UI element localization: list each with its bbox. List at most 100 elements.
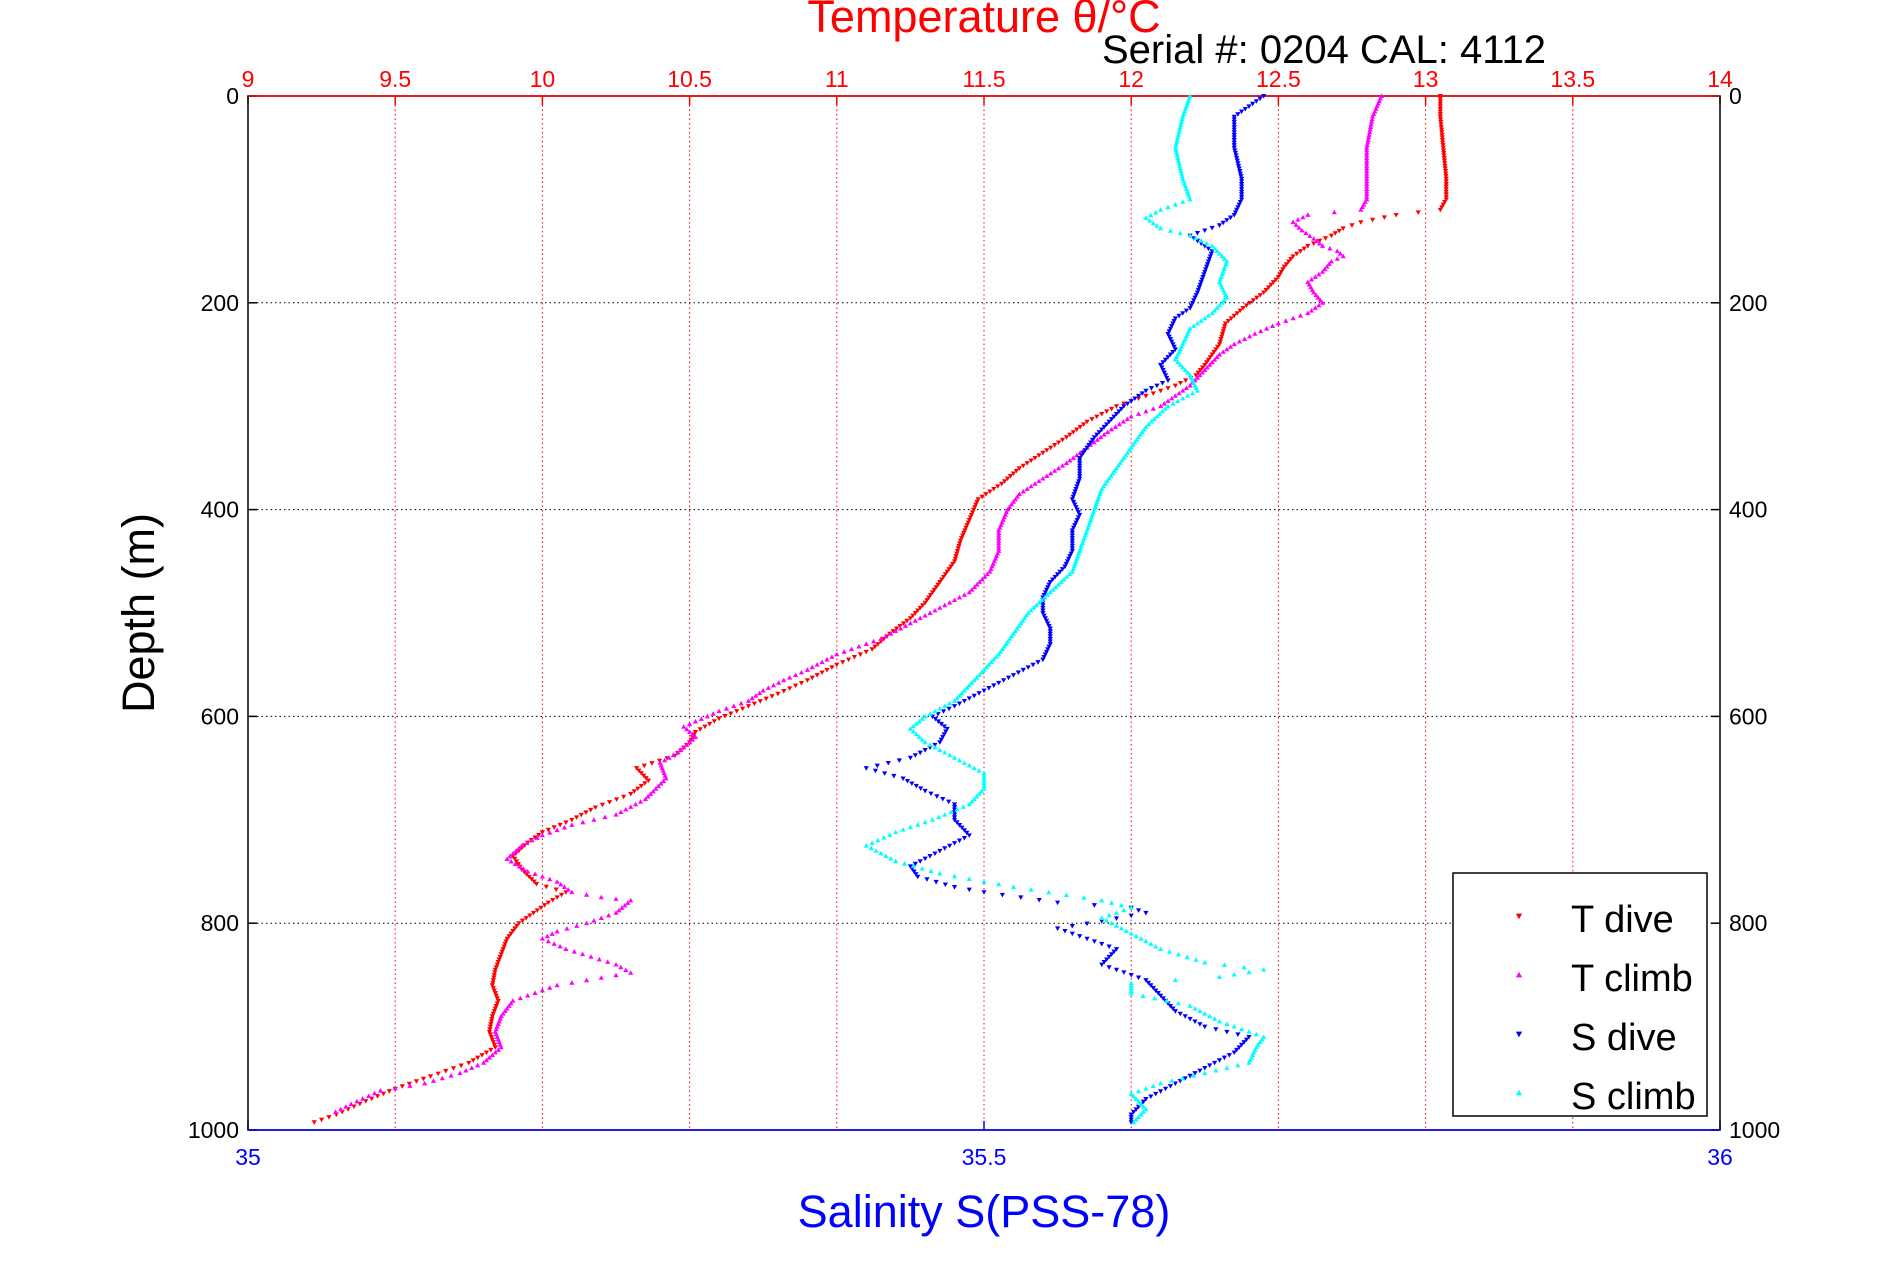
- data-point: [1393, 212, 1399, 218]
- data-point: [957, 538, 964, 544]
- data-point: [1317, 297, 1323, 303]
- data-point: [1365, 137, 1371, 142]
- data-point: [798, 669, 805, 675]
- data-point: [602, 814, 608, 820]
- data-point: [916, 718, 922, 724]
- data-point: [516, 921, 522, 926]
- data-point: [628, 804, 634, 809]
- data-point: [1183, 378, 1189, 383]
- data-point: [1069, 536, 1075, 541]
- data-point: [1218, 337, 1224, 342]
- data-point: [486, 1029, 493, 1035]
- data-point: [941, 732, 947, 737]
- data-point: [1440, 148, 1447, 153]
- data-point: [1046, 623, 1052, 629]
- data-point: [1443, 184, 1449, 190]
- data-point: [941, 724, 947, 729]
- data-point: [716, 716, 722, 722]
- data-point: [489, 1037, 495, 1043]
- data-point: [1076, 479, 1082, 484]
- data-point: [1443, 174, 1449, 179]
- data-point: [1035, 660, 1041, 665]
- data-point: [1327, 245, 1333, 251]
- data-point: [1047, 639, 1053, 645]
- data-point: [578, 812, 584, 818]
- series-t-dive: [311, 94, 1449, 1125]
- data-point: [488, 1019, 494, 1025]
- serial-subtitle: Serial #: 0204 CAL: 4112: [1102, 28, 1546, 72]
- data-point: [996, 881, 1002, 887]
- data-point: [975, 497, 981, 502]
- data-point: [1130, 442, 1136, 447]
- data-point: [1111, 414, 1117, 420]
- data-point: [598, 915, 604, 920]
- data-point: [1305, 212, 1311, 217]
- data-point: [1099, 915, 1105, 920]
- data-point: [1073, 486, 1079, 492]
- data-point: [532, 835, 538, 840]
- data-point: [1177, 127, 1183, 132]
- data-point: [1280, 267, 1286, 272]
- data-point: [613, 797, 620, 802]
- data-point: [961, 828, 967, 833]
- data-point: [1305, 310, 1311, 316]
- data-point: [1172, 393, 1178, 398]
- data-point: [420, 1076, 427, 1082]
- depth-tick-label-left: 400: [201, 497, 239, 523]
- data-point: [1207, 362, 1213, 367]
- data-point: [951, 559, 958, 564]
- data-point: [538, 905, 544, 911]
- data-point: [1349, 223, 1355, 228]
- depth-tick-label-left: 600: [201, 703, 239, 729]
- data-point: [1077, 471, 1083, 477]
- data-point: [1004, 476, 1011, 482]
- data-point: [961, 698, 967, 704]
- data-point: [1202, 367, 1208, 372]
- data-point: [909, 866, 915, 872]
- data-point: [1237, 200, 1243, 205]
- data-point: [1440, 140, 1446, 146]
- data-point: [1117, 460, 1123, 466]
- data-point: [1315, 295, 1321, 300]
- data-point: [1072, 489, 1078, 495]
- data-point: [1440, 143, 1446, 148]
- data-point: [510, 998, 516, 1003]
- data-point: [1301, 246, 1307, 252]
- data-point: [515, 862, 521, 867]
- data-point: [1135, 1088, 1142, 1094]
- data-point: [1234, 158, 1240, 164]
- data-point: [1148, 386, 1155, 391]
- data-point: [1008, 501, 1015, 507]
- data-point: [1204, 364, 1210, 370]
- data-point: [490, 1040, 496, 1045]
- data-point: [956, 823, 963, 828]
- data-point: [500, 1011, 506, 1016]
- data-point: [1202, 1070, 1208, 1076]
- data-point: [875, 642, 881, 647]
- data-point: [1179, 173, 1185, 179]
- legend-marker: [1515, 1031, 1523, 1038]
- data-point: [1082, 448, 1088, 453]
- data-point: [1177, 165, 1183, 171]
- data-point: [917, 605, 923, 611]
- data-point: [961, 835, 967, 841]
- data-point: [913, 783, 919, 789]
- data-point: [592, 805, 598, 810]
- data-point: [571, 949, 577, 954]
- data-point: [1224, 1029, 1230, 1035]
- data-point: [637, 799, 644, 804]
- data-point: [969, 680, 975, 685]
- data-point: [1121, 455, 1127, 460]
- data-point: [951, 597, 958, 603]
- data-point: [500, 947, 506, 952]
- data-point: [557, 943, 563, 949]
- legend-label: T climb: [1571, 958, 1693, 1000]
- data-point: [1438, 119, 1444, 125]
- data-point: [1077, 476, 1083, 482]
- data-point: [1077, 474, 1083, 479]
- data-point: [934, 794, 940, 799]
- data-point: [1297, 249, 1304, 254]
- data-point: [1151, 416, 1157, 422]
- data-point: [606, 912, 612, 918]
